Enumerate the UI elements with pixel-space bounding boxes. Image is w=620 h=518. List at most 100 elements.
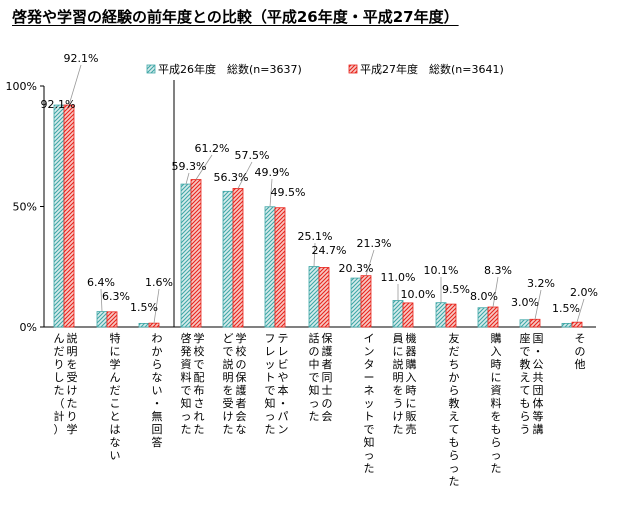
bar [232,188,244,328]
data-label: 56.3% [214,171,249,184]
bar [571,321,583,328]
data-labels: 92.1%92.1%6.4%6.3%1.5%1.6%59.3%61.2%56.3… [41,52,598,315]
bar [190,179,202,328]
bar [435,302,447,328]
data-label: 8.3% [484,264,512,277]
data-label: 57.5% [235,149,270,162]
leader-line [195,154,213,180]
y-tick-label: 0% [20,321,37,334]
data-label: 3.0% [511,296,539,309]
bar [180,183,192,328]
data-label: 25.1% [298,230,333,243]
svg-text:員に説明をうけた: 員に説明をうけた [393,332,404,436]
legend-entry: 平成27年度 総数(n=3641) [360,62,504,76]
data-label: 49.9% [255,166,290,179]
category-label: 友だちから教えてもらった [449,331,460,488]
bar [308,266,320,328]
svg-text:啓発資料で知った: 啓発資料で知った [181,331,192,436]
svg-text:んだりした（計）: んだりした（計） [54,332,65,436]
data-label: 2.0% [570,286,598,299]
y-tick-label: 50% [13,201,37,214]
axes: 0% 50% 100% [6,80,596,334]
bar [96,311,108,328]
leader-line [365,249,375,276]
bar [53,104,65,328]
data-label: 21.3% [357,237,392,250]
category-label: インターネットで知った [364,332,375,475]
data-label: 11.0% [381,271,416,284]
svg-text:機器購入時に販売: 機器購入時に販売 [406,331,417,436]
category-label: その他 [575,332,586,371]
bar [148,322,160,328]
leader-line [492,276,499,308]
data-label: 3.2% [527,277,555,290]
svg-text:購入時に資料をもらった: 購入時に資料をもらった [491,331,502,475]
svg-text:その他: その他 [575,332,586,371]
leader-line [269,178,273,207]
bar [264,206,276,328]
chart-title: 啓発や学習の経験の前年度との比較（平成26年度・平成27年度） [12,8,459,26]
bar [561,322,573,328]
leader-line [237,161,253,189]
svg-text:テレビや本・パン: テレビや本・パン [278,332,289,436]
data-label: 6.4% [87,276,115,289]
data-label: 59.3% [172,160,207,173]
bar [318,267,330,328]
bar [63,104,75,328]
svg-text:学校で配布された: 学校で配布された [194,331,205,436]
y-tick-label: 100% [6,80,37,93]
legend: 平成26年度 総数(n=3637) 平成27年度 総数(n=3641) [146,62,504,76]
bar [138,322,150,328]
data-label: 10.0% [401,288,436,301]
bar [350,277,362,328]
leader-line [153,288,160,324]
svg-text:話の中で知った: 話の中で知った [309,331,320,423]
bar [477,307,489,328]
svg-text:説明を受けたり学: 説明を受けたり学 [67,331,78,436]
bar [445,303,457,328]
bars [53,104,583,328]
svg-text:インターネットで知った: インターネットで知った [364,332,375,475]
data-label: 10.1% [424,264,459,277]
svg-text:フレットで知った: フレットで知った [265,332,276,436]
category-label: 特に学んだことはない [110,331,121,462]
svg-text:わからない・無回答: わからない・無回答 [152,332,163,449]
data-label: 1.6% [145,276,173,289]
leader-line [576,298,585,323]
data-label: 92.1% [41,98,76,111]
svg-text:学校の保護者会な: 学校の保護者会な [236,331,247,436]
data-label: 92.1% [64,52,99,65]
data-label: 1.5% [130,301,158,314]
bar [519,319,531,328]
data-label: 49.5% [271,186,306,199]
svg-text:座で教えてもらう: 座で教えてもらう [520,331,531,436]
leader-line [185,172,190,185]
leader-line [313,242,316,267]
leader-line [68,64,82,106]
legend-swatch [348,64,358,74]
bar [222,190,234,328]
data-label: 6.3% [102,290,130,303]
data-label: 20.3% [339,262,374,275]
data-label: 1.5% [552,302,580,315]
bar [487,306,499,328]
svg-text:国・公共団体等講: 国・公共団体等講 [533,332,544,436]
category-label: わからない・無回答 [152,332,163,449]
svg-text:どで説明を受けた: どで説明を受けた [223,332,234,436]
data-label: 61.2% [195,142,230,155]
leader-lines [68,64,585,324]
svg-text:保護者同士の会: 保護者同士の会 [322,331,333,423]
bar [106,311,118,328]
svg-text:友だちから教えてもらった: 友だちから教えてもらった [449,331,460,488]
svg-text:特に学んだことはない: 特に学んだことはない [110,331,121,462]
leader-line [534,289,542,320]
leader-line [100,288,103,312]
